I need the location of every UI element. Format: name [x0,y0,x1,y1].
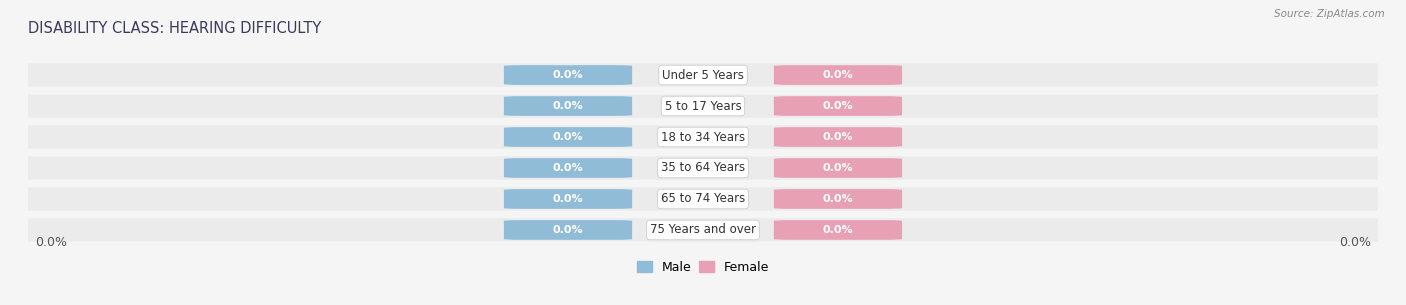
Text: 0.0%: 0.0% [553,132,583,142]
FancyBboxPatch shape [28,187,1378,210]
Text: 0.0%: 0.0% [553,70,583,80]
FancyBboxPatch shape [28,95,1378,118]
Legend: Male, Female: Male, Female [631,256,775,279]
Text: 18 to 34 Years: 18 to 34 Years [661,131,745,144]
FancyBboxPatch shape [773,96,903,116]
FancyBboxPatch shape [503,65,633,85]
FancyBboxPatch shape [503,158,633,178]
Text: 0.0%: 0.0% [823,70,853,80]
FancyBboxPatch shape [773,127,903,147]
Text: 0.0%: 0.0% [823,163,853,173]
Text: 0.0%: 0.0% [1339,236,1371,249]
Text: 0.0%: 0.0% [823,101,853,111]
FancyBboxPatch shape [773,220,903,240]
FancyBboxPatch shape [773,189,903,209]
FancyBboxPatch shape [503,127,633,147]
FancyBboxPatch shape [28,125,1378,149]
Text: Source: ZipAtlas.com: Source: ZipAtlas.com [1274,9,1385,19]
Text: 75 Years and over: 75 Years and over [650,224,756,236]
Text: 0.0%: 0.0% [553,194,583,204]
FancyBboxPatch shape [503,96,633,116]
FancyBboxPatch shape [773,158,903,178]
Text: 0.0%: 0.0% [553,225,583,235]
Text: 0.0%: 0.0% [553,163,583,173]
FancyBboxPatch shape [503,189,633,209]
FancyBboxPatch shape [28,63,1378,87]
Text: DISABILITY CLASS: HEARING DIFFICULTY: DISABILITY CLASS: HEARING DIFFICULTY [28,21,322,36]
Text: 0.0%: 0.0% [823,132,853,142]
FancyBboxPatch shape [28,156,1378,180]
Text: 35 to 64 Years: 35 to 64 Years [661,161,745,174]
FancyBboxPatch shape [28,218,1378,242]
Text: 0.0%: 0.0% [35,236,67,249]
FancyBboxPatch shape [773,65,903,85]
Text: 65 to 74 Years: 65 to 74 Years [661,192,745,206]
Text: 0.0%: 0.0% [823,194,853,204]
Text: 0.0%: 0.0% [553,101,583,111]
Text: 0.0%: 0.0% [823,225,853,235]
Text: 5 to 17 Years: 5 to 17 Years [665,99,741,113]
Text: Under 5 Years: Under 5 Years [662,69,744,81]
FancyBboxPatch shape [503,220,633,240]
